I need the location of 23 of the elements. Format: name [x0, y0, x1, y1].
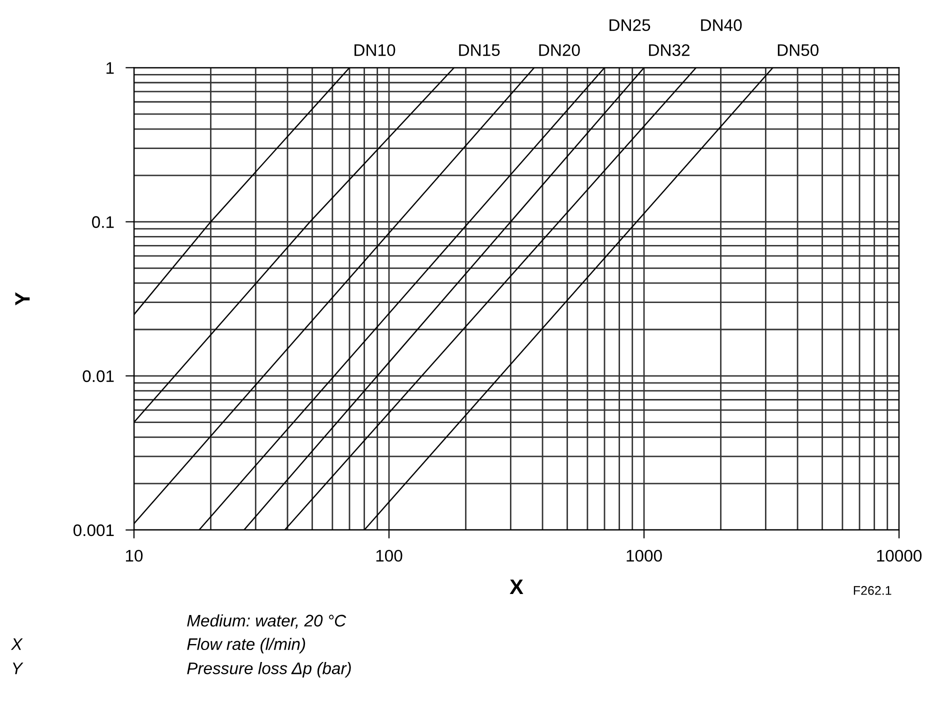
text: Flow rate (l/min) — [187, 638, 306, 654]
text: Y — [12, 662, 24, 674]
series-label: DN32 — [649, 44, 690, 56]
series-label: DN10 — [354, 44, 396, 56]
y-axis-title: Y — [15, 292, 30, 306]
text: Medium: water, 20 °C — [187, 614, 346, 629]
y-tick-label: 0.1 — [92, 216, 114, 228]
text: DN25 — [610, 19, 650, 32]
text: Pressure loss Δp (bar) — [187, 662, 351, 678]
series-label: DN20 — [539, 44, 580, 56]
x-tick-label: 1000 — [626, 550, 662, 562]
series-label: DN50 — [778, 44, 818, 56]
x-tick-label: 10000 — [877, 550, 922, 562]
y-tick-label: 0.001 — [73, 524, 114, 536]
y-tick-label: 0.01 — [82, 370, 114, 382]
series-label: DN15 — [459, 44, 500, 56]
x-axis-title: X — [510, 580, 524, 594]
y-tick-label: 1 — [106, 62, 114, 74]
x-tick-label: 10 — [126, 550, 143, 562]
text: DN40 — [701, 19, 742, 32]
x-tick-label: 100 — [376, 550, 402, 562]
text: F262.1 — [854, 586, 892, 595]
text: X — [10, 638, 23, 650]
